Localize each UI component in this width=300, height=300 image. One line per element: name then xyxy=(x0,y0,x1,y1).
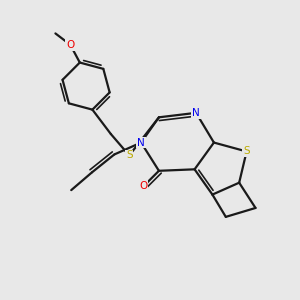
Text: S: S xyxy=(126,150,133,161)
Text: O: O xyxy=(66,40,74,50)
Text: O: O xyxy=(139,181,148,191)
Text: S: S xyxy=(243,146,250,157)
Text: N: N xyxy=(192,108,200,118)
Text: N: N xyxy=(137,138,145,148)
